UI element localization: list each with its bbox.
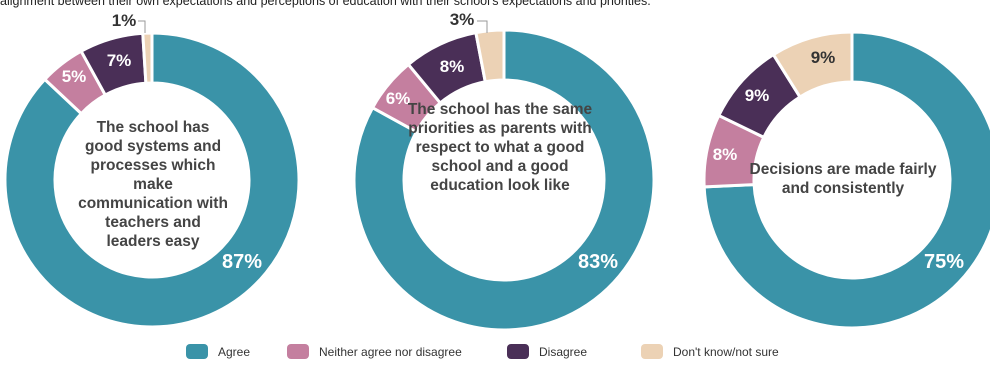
chart-1-label-dont-know: 1% bbox=[112, 11, 137, 30]
legend-swatch-agree bbox=[186, 344, 208, 359]
legend-label-agree: Agree bbox=[218, 344, 251, 359]
chart-3-slice-agree bbox=[702, 30, 990, 330]
legend-label-neither: Neither agree nor disagree bbox=[319, 344, 462, 359]
chart-1-label-agree: 87% bbox=[222, 251, 262, 273]
chart-1-slice-dont-know bbox=[141, 31, 154, 85]
chart-2-label-dont-know: 3% bbox=[450, 10, 475, 29]
chart-1-leader-line bbox=[138, 20, 146, 33]
legend-item-dont-know: Don't know/not sure bbox=[641, 344, 779, 359]
chart-3-label-disagree: 9% bbox=[745, 86, 770, 105]
legend-label-disagree: Disagree bbox=[539, 344, 588, 359]
donut-charts: 87% 5% 7% 1% 83% 6% 8% 3% 75% 8% 9% 9% bbox=[3, 10, 990, 332]
legend-item-disagree: Disagree bbox=[507, 344, 587, 359]
chart-2-slice-agree bbox=[352, 28, 656, 332]
chart-2-label-agree: 83% bbox=[578, 251, 618, 273]
chart-3-center-label: Decisions are made fairly and consistent… bbox=[749, 161, 937, 197]
legend-item-neither: Neither agree nor disagree bbox=[287, 344, 462, 359]
chart-3-label-neither: 8% bbox=[713, 145, 738, 164]
chart-1-label-neither: 5% bbox=[62, 67, 87, 86]
legend: Agree Neither agree nor disagree Disagre… bbox=[0, 344, 990, 364]
chart-1-center-label: The school has good systems and processe… bbox=[78, 119, 228, 250]
intro-text: alignment between their own expectations… bbox=[0, 0, 651, 8]
chart-3-slice-dont-know bbox=[771, 30, 854, 100]
chart-2-leader-line bbox=[477, 20, 488, 33]
chart-3-label-dont-know: 9% bbox=[811, 48, 836, 67]
chart-2-label-neither: 6% bbox=[386, 89, 411, 108]
legend-swatch-neither bbox=[287, 344, 309, 359]
legend-item-agree: Agree bbox=[186, 344, 250, 359]
chart-2-label-disagree: 8% bbox=[440, 57, 465, 76]
legend-swatch-disagree bbox=[507, 344, 529, 359]
legend-label-dont-know: Don't know/not sure bbox=[673, 344, 779, 359]
chart-1-slice-agree bbox=[3, 31, 301, 329]
chart-2-center-label: The school has the same priorities as pa… bbox=[407, 101, 593, 194]
chart-1-label-disagree: 7% bbox=[107, 51, 132, 70]
chart-2-slice-dont-know bbox=[474, 28, 506, 84]
chart-3-label-agree: 75% bbox=[924, 251, 964, 273]
legend-swatch-dont-know bbox=[641, 344, 663, 359]
